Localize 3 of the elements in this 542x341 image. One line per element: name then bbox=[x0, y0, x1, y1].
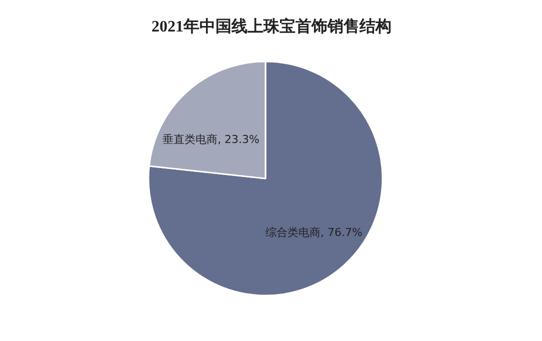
slice-label: 垂直类电商, 23.3% bbox=[162, 132, 260, 146]
slice-label: 综合类电商, 76.7% bbox=[266, 226, 362, 239]
chart-title: 2021年中国线上珠宝首饰销售结构 bbox=[152, 16, 392, 36]
